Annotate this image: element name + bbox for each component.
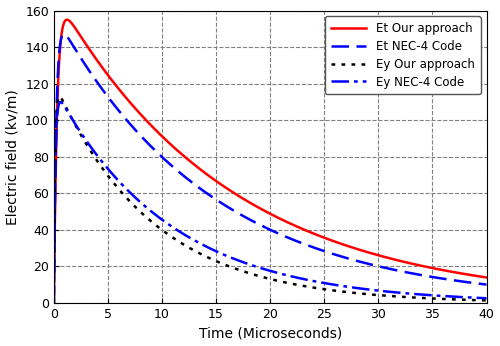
Ey NEC-4 Code — [268, 269, 274, 273]
Ey Our approach — [112, 182, 118, 186]
Et NEC-4 Code — [112, 103, 118, 108]
Y-axis label: Electric field (kv/m): Electric field (kv/m) — [6, 89, 20, 225]
Et Our approach — [484, 275, 490, 280]
Ey Our approach — [51, 301, 57, 305]
Ey NEC-4 Code — [137, 200, 143, 204]
Et NEC-4 Code — [240, 214, 246, 218]
Et NEC-4 Code — [235, 211, 241, 215]
Et NEC-4 Code — [484, 282, 490, 286]
Ey NEC-4 Code — [112, 175, 118, 179]
Ey NEC-4 Code — [484, 296, 490, 300]
Et Our approach — [51, 301, 57, 305]
Et NEC-4 Code — [61, 32, 67, 36]
Et Our approach — [137, 111, 143, 116]
Line: Et Our approach: Et Our approach — [54, 20, 486, 303]
Ey NEC-4 Code — [51, 301, 57, 305]
Ey Our approach — [345, 290, 351, 294]
Line: Ey Our approach: Ey Our approach — [54, 97, 486, 303]
Ey Our approach — [240, 269, 246, 273]
Ey NEC-4 Code — [235, 258, 241, 262]
Ey NEC-4 Code — [240, 260, 246, 264]
Et Our approach — [235, 193, 241, 198]
Ey NEC-4 Code — [58, 100, 64, 104]
X-axis label: Time (Microseconds): Time (Microseconds) — [198, 326, 342, 340]
Ey Our approach — [235, 267, 241, 272]
Et Our approach — [240, 197, 246, 201]
Legend: Et Our approach, Et NEC-4 Code, Ey Our approach, Ey NEC-4 Code: Et Our approach, Et NEC-4 Code, Ey Our a… — [325, 17, 480, 94]
Et Our approach — [64, 18, 70, 22]
Ey Our approach — [268, 277, 274, 281]
Line: Et NEC-4 Code: Et NEC-4 Code — [54, 34, 486, 303]
Et NEC-4 Code — [268, 228, 274, 233]
Et Our approach — [112, 82, 118, 86]
Line: Ey NEC-4 Code: Ey NEC-4 Code — [54, 102, 486, 303]
Ey Our approach — [484, 298, 490, 302]
Et NEC-4 Code — [51, 301, 57, 305]
Ey NEC-4 Code — [345, 285, 351, 289]
Ey Our approach — [56, 94, 62, 99]
Et Our approach — [268, 212, 274, 217]
Et NEC-4 Code — [345, 256, 351, 261]
Et NEC-4 Code — [137, 133, 143, 137]
Ey Our approach — [137, 209, 143, 213]
Et Our approach — [345, 244, 351, 248]
